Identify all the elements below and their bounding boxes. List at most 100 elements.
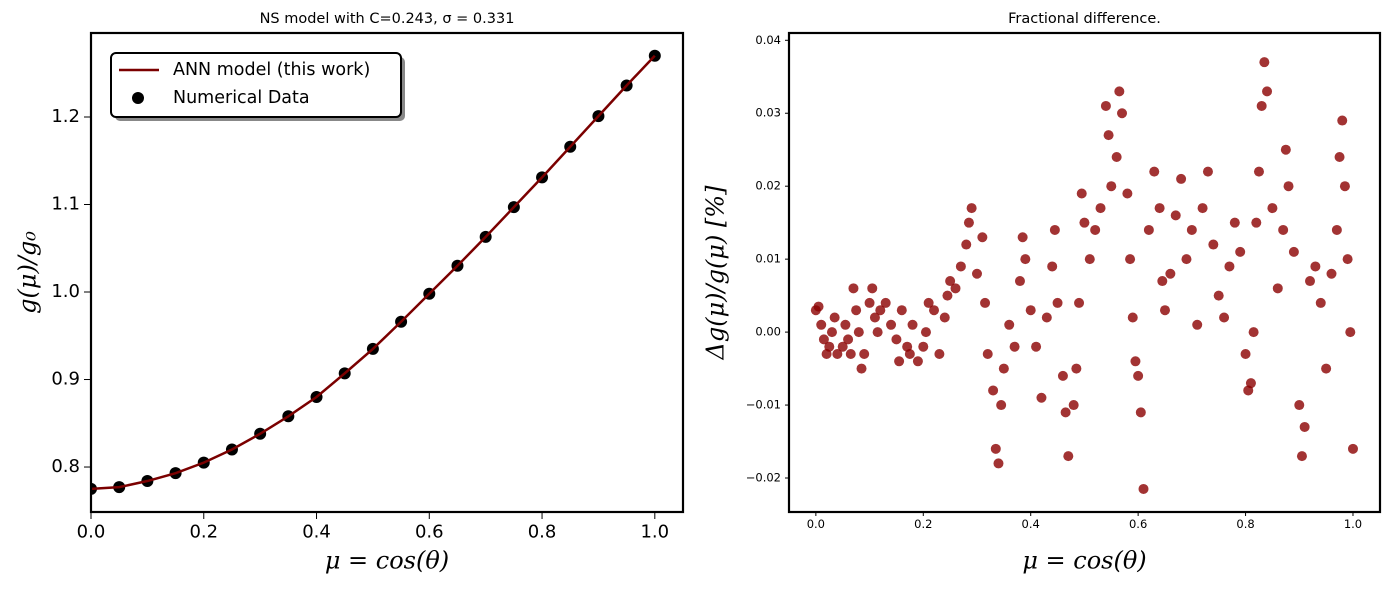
- data-point: [1154, 203, 1165, 214]
- data-point: [872, 327, 883, 338]
- data-point: [990, 443, 1001, 454]
- data-point: [977, 232, 988, 243]
- data-point: [998, 363, 1009, 374]
- y-tick-label: 1.0: [51, 281, 80, 302]
- data-point: [1224, 261, 1235, 272]
- data-point: [971, 268, 982, 279]
- data-point: [1294, 400, 1305, 411]
- data-point: [1041, 312, 1052, 323]
- data-point: [1133, 370, 1144, 381]
- plot-area: [91, 49, 661, 495]
- data-point: [867, 283, 878, 294]
- data-point: [1197, 203, 1208, 214]
- data-point: [829, 312, 840, 323]
- data-point: [1095, 203, 1106, 214]
- data-point: [1103, 130, 1114, 141]
- y-tick-label: 1.2: [51, 106, 80, 127]
- data-point: [1186, 224, 1197, 235]
- data-point: [1074, 297, 1085, 308]
- data-point: [1157, 276, 1168, 287]
- data-point: [1288, 246, 1299, 257]
- data-point: [1025, 305, 1036, 316]
- data-point: [1345, 327, 1356, 338]
- data-point: [1339, 181, 1350, 192]
- y-tick-label: −0.02: [746, 471, 781, 485]
- data-point: [1057, 370, 1068, 381]
- data-point: [1020, 254, 1031, 265]
- legend-label: ANN model (this work): [173, 60, 370, 80]
- data-point: [1130, 356, 1141, 367]
- data-point: [942, 290, 953, 301]
- data-point: [1125, 254, 1136, 265]
- x-tick-label: 0.6: [415, 522, 444, 543]
- data-point: [1296, 451, 1307, 462]
- data-point: [982, 348, 993, 359]
- data-point: [875, 305, 886, 316]
- y-tick-label: 0.8: [51, 456, 80, 477]
- x-axis-label: μ = cos(θ): [1022, 547, 1146, 575]
- data-point: [1331, 224, 1342, 235]
- data-point: [1315, 297, 1326, 308]
- data-point: [955, 261, 966, 272]
- data-point: [1009, 341, 1020, 352]
- data-point: [934, 348, 945, 359]
- y-tick-label: 0.03: [755, 106, 781, 120]
- data-point: [918, 341, 929, 352]
- data-point: [950, 283, 961, 294]
- data-point: [939, 312, 950, 323]
- y-tick-label: 1.1: [51, 194, 80, 215]
- data-point: [1262, 86, 1273, 97]
- data-point: [1111, 152, 1122, 163]
- data-point: [891, 334, 902, 345]
- data-point: [1202, 166, 1213, 177]
- x-tick-label: 1.0: [640, 522, 669, 543]
- data-point: [816, 319, 827, 330]
- data-point: [1181, 254, 1192, 265]
- legend-label: Numerical Data: [173, 88, 310, 108]
- y-tick-label: 0.01: [755, 252, 781, 266]
- data-point: [929, 305, 940, 316]
- data-point: [1347, 443, 1358, 454]
- data-point: [1176, 173, 1187, 184]
- axes-frame: [89, 31, 685, 514]
- data-point: [996, 400, 1007, 411]
- data-point: [1219, 312, 1230, 323]
- data-point: [1135, 407, 1146, 418]
- data-point: [1256, 100, 1267, 111]
- data-point: [1143, 224, 1154, 235]
- x-tick-label: 0.4: [1022, 517, 1040, 531]
- data-point: [1245, 378, 1256, 389]
- data-point: [1138, 483, 1149, 494]
- data-point: [1090, 224, 1101, 235]
- data-point: [1251, 217, 1262, 228]
- data-point: [1031, 341, 1042, 352]
- data-point: [1326, 268, 1337, 279]
- data-point: [894, 356, 905, 367]
- x-tick-label: 0.6: [1129, 517, 1147, 531]
- data-point: [845, 348, 856, 359]
- data-point: [1122, 188, 1133, 199]
- data-point: [1100, 100, 1111, 111]
- data-point: [1337, 115, 1348, 126]
- data-point: [1170, 210, 1181, 221]
- data-point: [818, 334, 829, 345]
- data-point: [923, 297, 934, 308]
- chart-title: Fractional difference.: [1008, 11, 1161, 27]
- data-point: [1229, 217, 1240, 228]
- data-point: [1278, 224, 1289, 235]
- data-point: [851, 305, 862, 316]
- data-point: [1192, 319, 1203, 330]
- data-point: [864, 297, 875, 308]
- data-point: [945, 276, 956, 287]
- data-point: [1052, 297, 1063, 308]
- data-point: [1213, 290, 1224, 301]
- y-tick-label: 0.9: [51, 369, 80, 390]
- data-point: [1117, 108, 1128, 119]
- data-point: [1036, 392, 1047, 403]
- data-point: [980, 297, 991, 308]
- x-tick-label: 0.8: [528, 522, 557, 543]
- data-point: [853, 327, 864, 338]
- data-point: [1159, 305, 1170, 316]
- x-axis-label: μ = cos(θ): [325, 547, 449, 575]
